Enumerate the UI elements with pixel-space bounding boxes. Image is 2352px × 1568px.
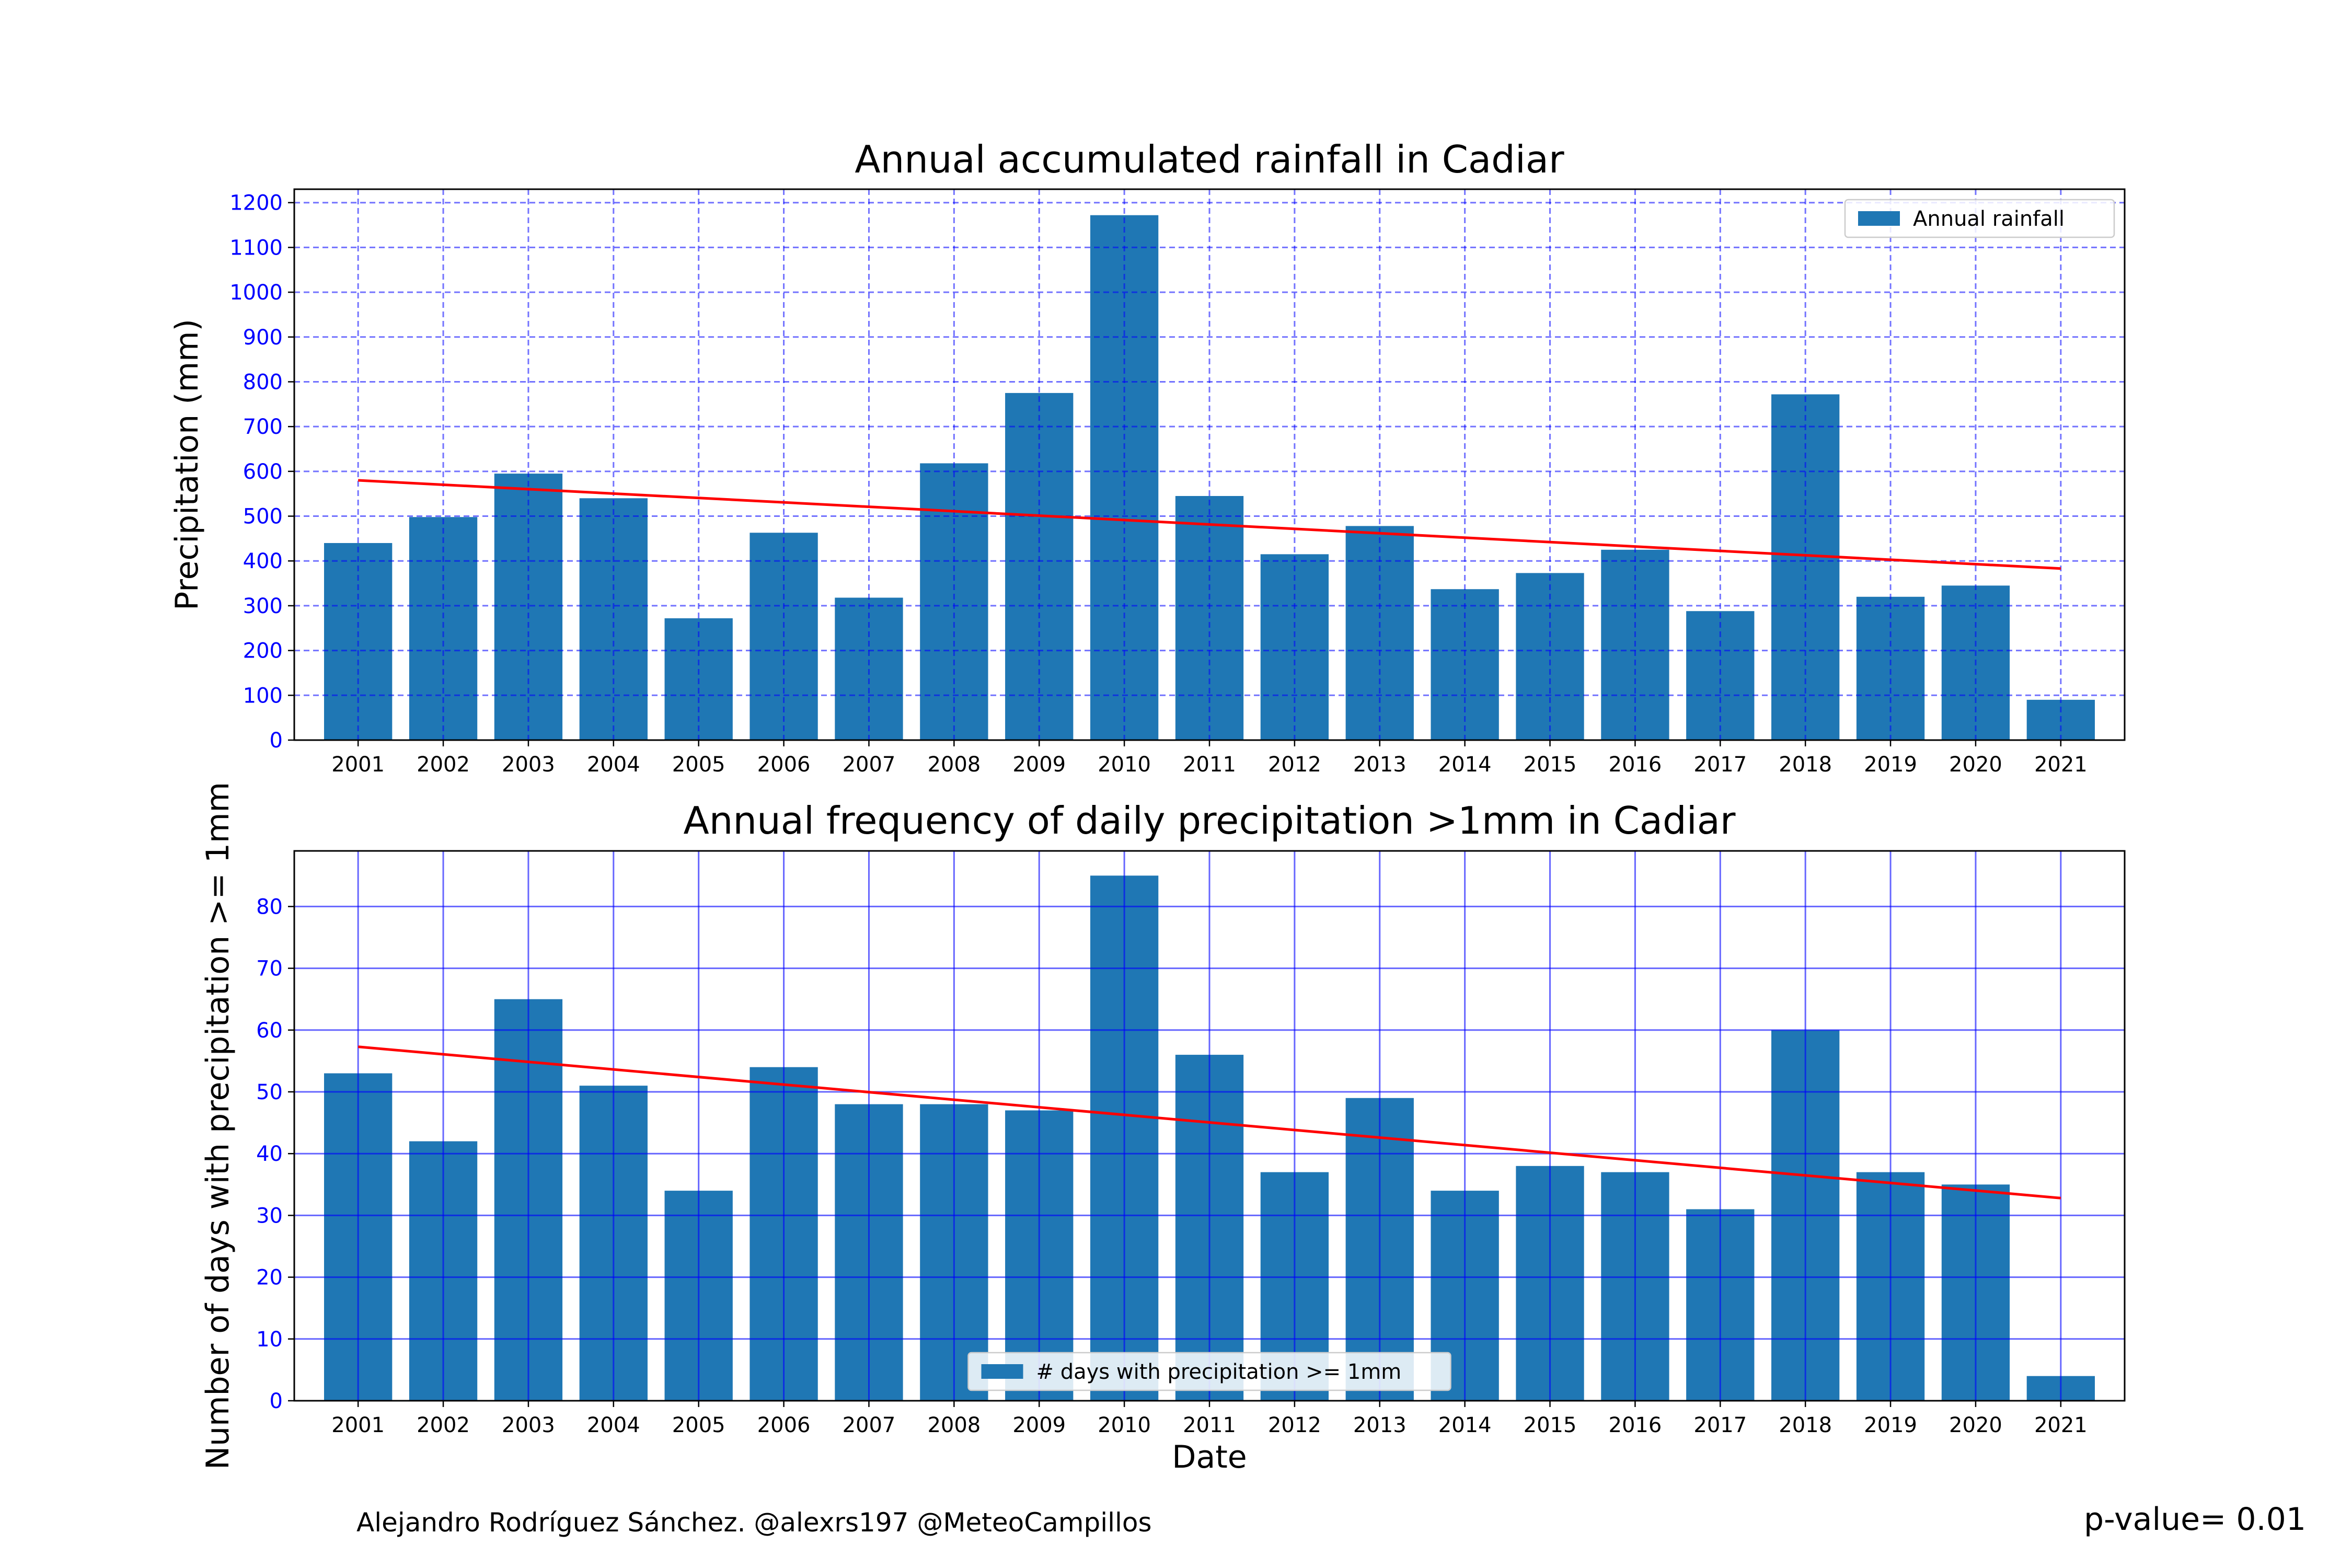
x-tick-label: 2001 [331, 753, 385, 777]
legend-box [967, 1352, 1451, 1391]
legend-label: Annual rainfall [1913, 207, 2065, 231]
y-tick-label: 80 [256, 895, 283, 919]
legend-swatch [1858, 211, 1900, 226]
y-axis-label: Precipitation (mm) [169, 319, 205, 610]
x-tick-label: 2011 [1183, 1413, 1236, 1437]
x-tick-label: 2020 [1949, 1413, 2002, 1437]
x-tick-label: 2010 [1098, 753, 1151, 777]
x-tick-label: 2018 [1779, 753, 1832, 777]
y-tick-label: 600 [243, 460, 283, 484]
x-tick-label: 2008 [927, 1413, 981, 1437]
y-tick-label: 100 [243, 684, 283, 708]
y-tick-label: 700 [243, 415, 283, 439]
y-tick-label: 300 [243, 594, 283, 618]
x-tick-label: 2016 [1609, 753, 1662, 777]
legend: Annual rainfall [1844, 199, 2115, 238]
x-tick-label: 2010 [1098, 1413, 1151, 1437]
trend-line [358, 479, 2061, 570]
x-tick-label: 2003 [502, 1413, 555, 1437]
legend-label: # days with precipitation >= 1mm [1036, 1360, 1402, 1384]
x-tick-label: 2005 [672, 1413, 725, 1437]
y-tick-label: 20 [256, 1266, 283, 1290]
x-tick-label: 2006 [757, 753, 811, 777]
legend-box [1844, 199, 2115, 238]
chart-1: 0 100 200 300 400 500 600 700 800 900 1000 1100 1200… [169, 137, 2126, 777]
y-tick-label: 30 [256, 1204, 283, 1228]
y-axis-label: Number of days with precipitation >= 1mm [200, 782, 236, 1470]
x-tick-label: 2011 [1183, 753, 1236, 777]
x-tick-label: 2017 [1693, 753, 1747, 777]
y-tick-label: 400 [243, 549, 283, 573]
p-value-label: p-value= 0.01 [2084, 1501, 2306, 1538]
x-tick-label: 2019 [1864, 753, 1917, 777]
x-tick-label: 2016 [1609, 1413, 1662, 1437]
x-tick-label: 2014 [1438, 1413, 1492, 1437]
chart-2: 0 10 20 30 40 50 60 70 80 2001 2002 2003 2004 2005 200… [200, 782, 2126, 1475]
x-tick-label: 2004 [587, 1413, 640, 1437]
y-tick-label: 500 [243, 505, 283, 529]
x-tick-label: 2005 [672, 753, 725, 777]
x-tick-label: 2015 [1524, 753, 1577, 777]
x-tick-label: 2009 [1012, 753, 1066, 777]
x-tick-label: 2013 [1353, 753, 1406, 777]
x-tick-label: 2020 [1949, 753, 2002, 777]
y-tick-label: 60 [256, 1019, 283, 1043]
x-tick-label: 2009 [1012, 1413, 1066, 1437]
x-tick-label: 2014 [1438, 753, 1492, 777]
y-tick-label: 200 [243, 639, 283, 663]
x-tick-label: 2007 [843, 753, 896, 777]
x-tick-label: 2012 [1268, 1413, 1321, 1437]
x-tick-label: 2015 [1524, 1413, 1577, 1437]
x-tick-label: 2008 [927, 753, 981, 777]
legend: # days with precipitation >= 1mm [967, 1352, 1451, 1391]
x-tick-label: 2021 [2034, 753, 2088, 777]
x-tick-label: 2006 [757, 1413, 811, 1437]
y-tick-label: 50 [256, 1080, 283, 1104]
x-tick-label: 2003 [502, 753, 555, 777]
x-tick-label: 2018 [1779, 1413, 1832, 1437]
y-tick-label: 0 [270, 1389, 283, 1413]
x-tick-label: 2002 [417, 753, 470, 777]
legend-swatch [981, 1364, 1023, 1379]
y-tick-label: 40 [256, 1142, 283, 1166]
y-tick-label: 1200 [229, 191, 283, 215]
bar [579, 498, 648, 740]
x-tick-label: 2019 [1864, 1413, 1917, 1437]
chart-title: Annual accumulated rainfall in Cadiar [855, 137, 1564, 181]
y-tick-label: 10 [256, 1328, 283, 1352]
y-tick-label: 900 [243, 326, 283, 350]
x-tick-label: 2002 [417, 1413, 470, 1437]
author-credit: Alejandro Rodríguez Sánchez. @alexrs197 … [356, 1507, 1152, 1538]
x-tick-label: 2012 [1268, 753, 1321, 777]
y-tick-label: 1000 [229, 281, 283, 305]
x-tick-label: 2007 [843, 1413, 896, 1437]
x-tick-label: 2021 [2034, 1413, 2088, 1437]
y-tick-label: 1100 [229, 236, 283, 260]
x-axis-label: Date [1172, 1439, 1247, 1475]
x-tick-label: 2017 [1693, 1413, 1747, 1437]
x-tick-label: 2013 [1353, 1413, 1406, 1437]
x-tick-label: 2001 [331, 1413, 385, 1437]
trend-line [358, 1045, 2061, 1200]
chart-title: Annual frequency of daily precipitation … [684, 799, 1736, 843]
x-tick-label: 2004 [587, 753, 640, 777]
y-tick-label: 0 [270, 729, 283, 753]
y-tick-label: 70 [256, 957, 283, 981]
y-tick-label: 800 [243, 370, 283, 394]
